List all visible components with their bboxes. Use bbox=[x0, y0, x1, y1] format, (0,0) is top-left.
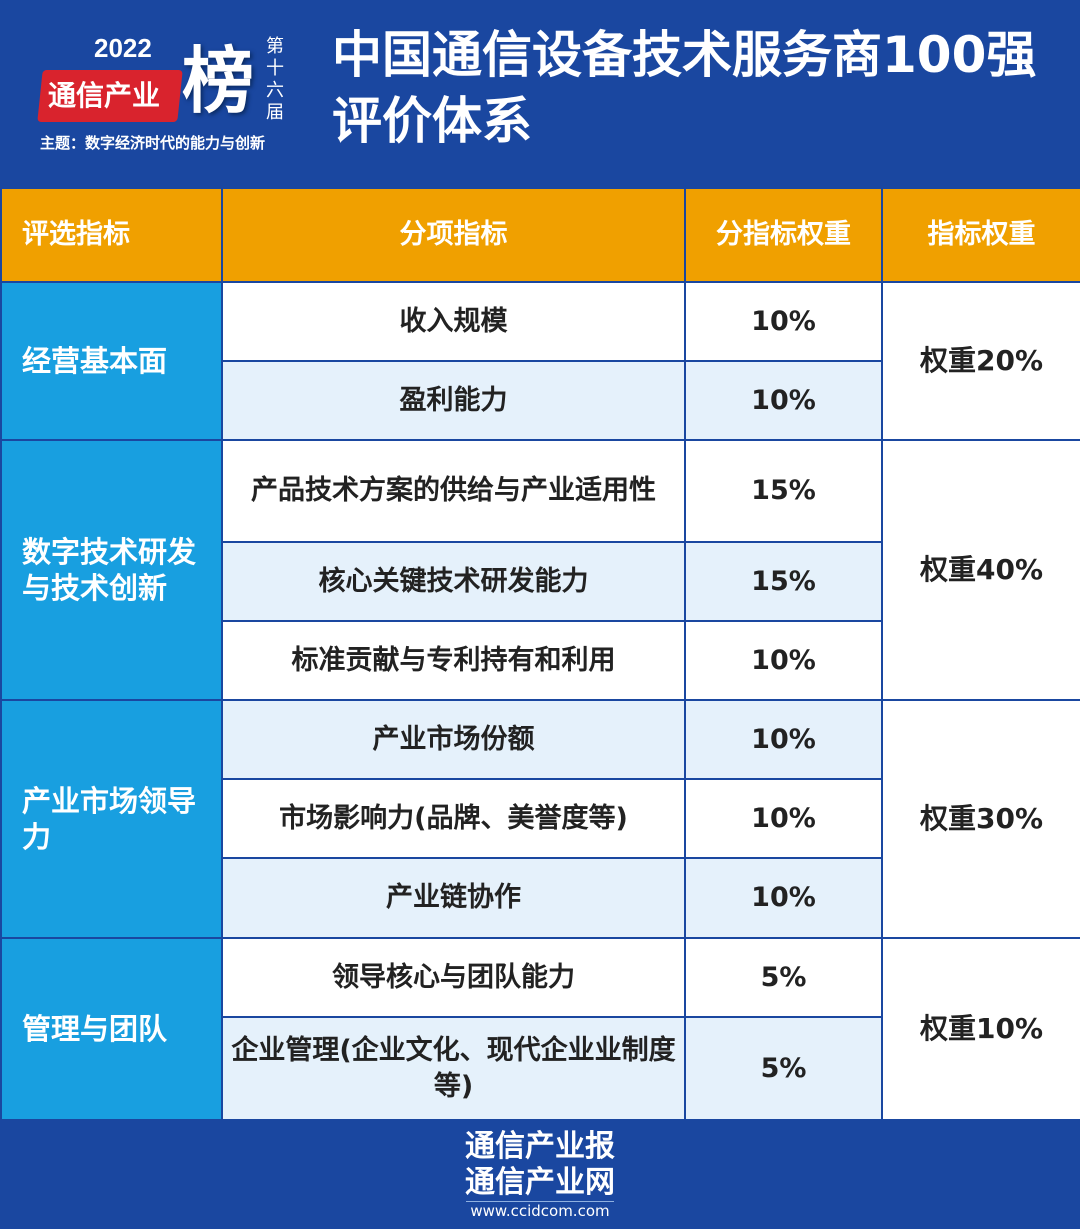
subitem-cell: 产业市场份额 bbox=[221, 699, 686, 780]
subitem-cell: 收入规模 bbox=[221, 281, 686, 362]
table-row: 标准贡献与专利持有和利用 10% bbox=[1, 620, 1080, 701]
category-cell: 产业市场领导力 bbox=[0, 699, 223, 939]
subitem-cell: 标准贡献与专利持有和利用 bbox=[221, 620, 686, 701]
weight-cell: 权重20% bbox=[881, 281, 1080, 441]
logo: 2022 通信产业 榜 第十六届 主题：数字经济时代的能力与创新 bbox=[30, 26, 300, 166]
logo-year: 2022 bbox=[94, 33, 152, 63]
table-row: 核心关键技术研发能力 15% bbox=[1, 541, 1080, 622]
table-row: 企业管理(企业文化、现代企业业制度等) 5% bbox=[1, 1016, 1080, 1121]
footer-site-name: 通信产业网 bbox=[465, 1165, 615, 1200]
page-title: 中国通信设备技术服务商100强评价体系 bbox=[332, 26, 1037, 150]
logo-theme: 主题：数字经济时代的能力与创新 bbox=[40, 134, 266, 152]
category-cell: 管理与团队 bbox=[0, 937, 223, 1121]
evaluation-table: 评选指标 分项指标 分指标权重 指标权重 经营基本面 收入规模 10% 权重20% 盈利… bbox=[0, 187, 1080, 1121]
footer-url[interactable]: www.ccidcom.com bbox=[466, 1201, 614, 1220]
subweight-cell: 10% bbox=[684, 857, 883, 939]
subitem-cell: 企业管理(企业文化、现代企业业制度等) bbox=[221, 1016, 686, 1121]
logo-big-char: 榜 bbox=[182, 38, 255, 123]
subweight-cell: 15% bbox=[684, 439, 883, 543]
category-cell: 经营基本面 bbox=[0, 281, 223, 441]
subweight-cell: 10% bbox=[684, 281, 883, 362]
footer-paper-name: 通信产业报 bbox=[465, 1129, 615, 1164]
table-row: 产业链协作 10% bbox=[1, 857, 1080, 939]
subweight-cell: 5% bbox=[684, 1016, 883, 1121]
table-row: 经营基本面 收入规模 10% 权重20% bbox=[0, 281, 1080, 441]
table-row: 市场影响力(品牌、美誉度等) 10% bbox=[1, 778, 1080, 859]
weight-cell: 权重30% bbox=[881, 699, 1080, 939]
subweight-cell: 10% bbox=[684, 360, 883, 441]
footer: 通信产业报 通信产业网 www.ccidcom.com bbox=[0, 1121, 1080, 1229]
subweight-cell: 10% bbox=[684, 778, 883, 859]
subitem-cell: 产品技术方案的供给与产业适用性 bbox=[221, 439, 686, 543]
header-banner: 2022 通信产业 榜 第十六届 主题：数字经济时代的能力与创新 中国通信设备技… bbox=[0, 0, 1080, 187]
weight-cell: 权重10% bbox=[881, 937, 1080, 1121]
table-row: 产业市场领导力 产业市场份额 10% 权重30% bbox=[0, 699, 1080, 939]
table-header-row: 评选指标 分项指标 分指标权重 指标权重 bbox=[0, 187, 1080, 283]
header-subitem: 分项指标 bbox=[221, 187, 686, 283]
subitem-cell: 盈利能力 bbox=[221, 360, 686, 441]
table-row: 管理与团队 领导核心与团队能力 5% 权重10% bbox=[0, 937, 1080, 1121]
header-subweight: 分指标权重 bbox=[684, 187, 883, 283]
weight-cell: 权重40% bbox=[881, 439, 1080, 701]
subitem-cell: 产业链协作 bbox=[221, 857, 686, 939]
header-category: 评选指标 bbox=[0, 187, 223, 283]
table-row: 盈利能力 10% bbox=[1, 360, 1080, 441]
subweight-cell: 15% bbox=[684, 541, 883, 622]
table-row: 数字技术研发与技术创新 产品技术方案的供给与产业适用性 15% 权重40% bbox=[0, 439, 1080, 701]
header-weight: 指标权重 bbox=[881, 187, 1080, 283]
subweight-cell: 10% bbox=[684, 699, 883, 780]
logo-edition: 第十六届 bbox=[266, 36, 284, 123]
logo-name: 通信产业 bbox=[48, 79, 161, 112]
subweight-cell: 10% bbox=[684, 620, 883, 701]
subitem-cell: 领导核心与团队能力 bbox=[221, 937, 686, 1018]
subitem-cell: 核心关键技术研发能力 bbox=[221, 541, 686, 622]
category-cell: 数字技术研发与技术创新 bbox=[0, 439, 223, 701]
subweight-cell: 5% bbox=[684, 937, 883, 1018]
subitem-cell: 市场影响力(品牌、美誉度等) bbox=[221, 778, 686, 859]
